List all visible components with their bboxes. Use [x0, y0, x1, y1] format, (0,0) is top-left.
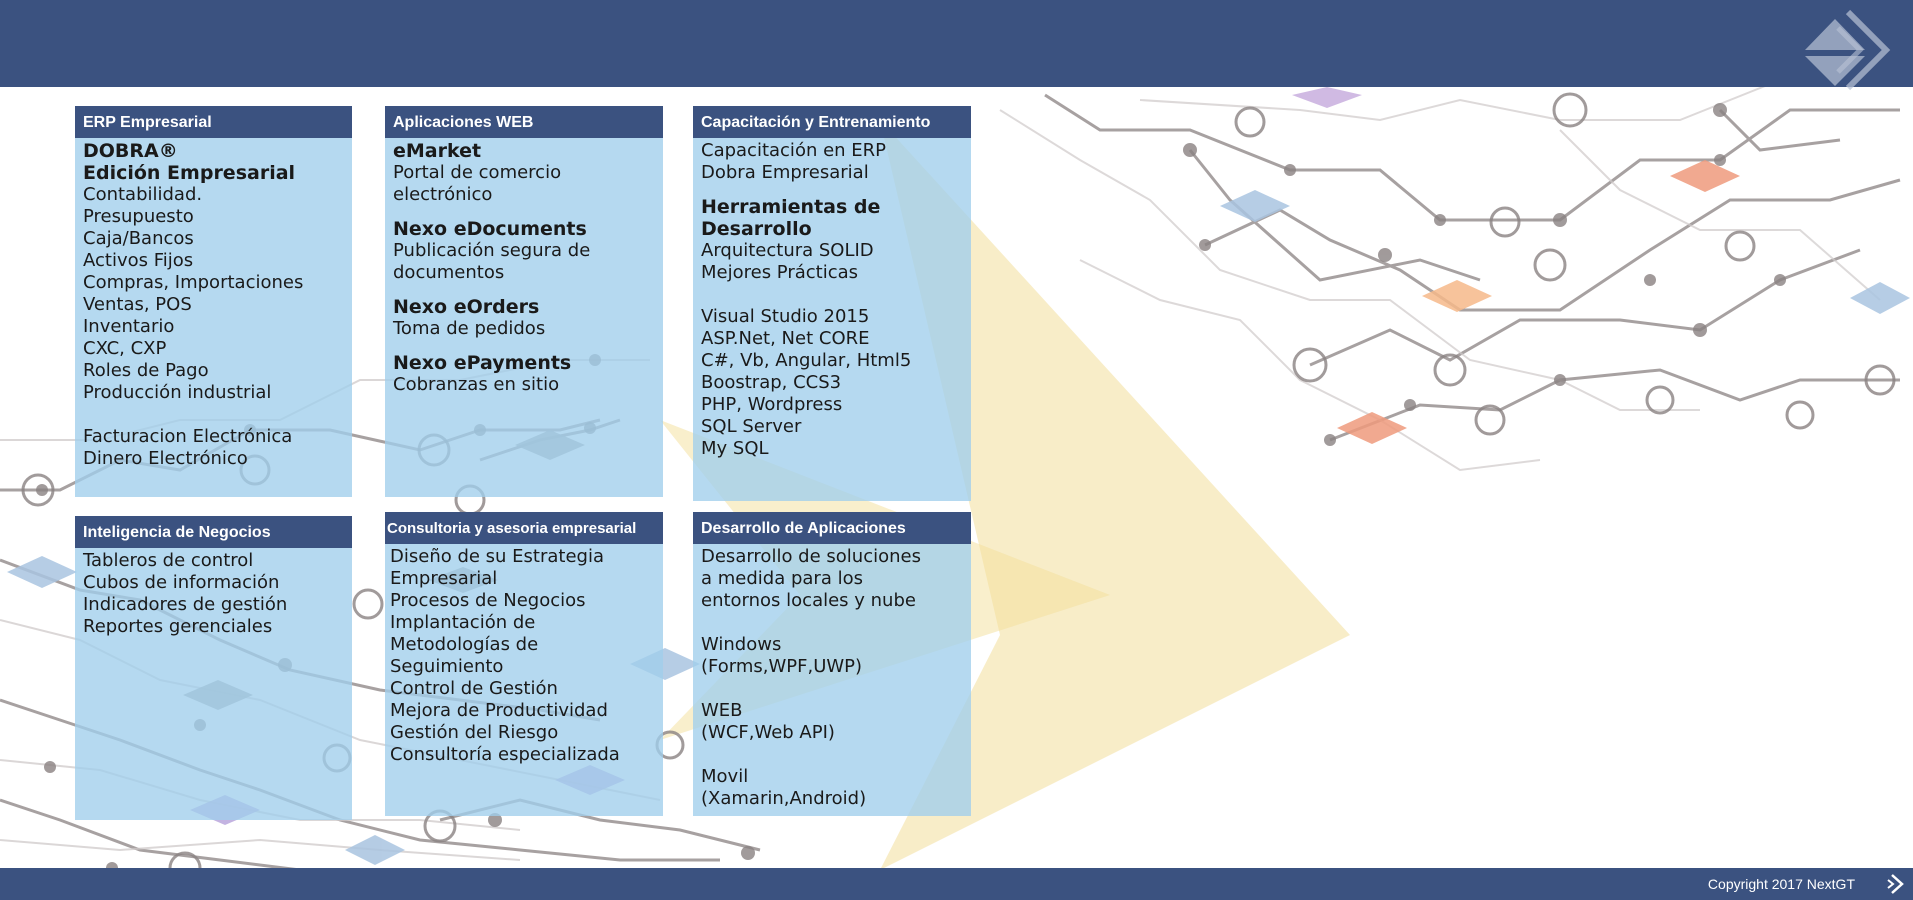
- training-line: PHP, Wordpress: [701, 394, 843, 415]
- training-line: Mejores Prácticas: [701, 262, 859, 283]
- dev-line: WEB: [701, 700, 743, 721]
- dev-line: (WCF,Web API): [701, 722, 835, 743]
- header-bar: [0, 0, 1913, 87]
- diamond-red: [1337, 412, 1407, 444]
- training-line: C#, Vb, Angular, Html5: [701, 350, 912, 371]
- diamond-blue-left: [7, 556, 77, 588]
- dev-line: (Xamarin,Android): [701, 788, 867, 809]
- panel-consulting: Consultoria y asesoria empresarial Diseñ…: [385, 512, 663, 816]
- yellow-chevron-large: [880, 120, 1350, 870]
- training-line: ASP.Net, Net CORE: [701, 328, 870, 349]
- consulting-line: Gestión del Riesgo: [390, 722, 559, 743]
- dev-line: Windows: [701, 634, 782, 655]
- training-line: Visual Studio 2015: [701, 306, 870, 327]
- web-line: documentos: [393, 262, 505, 283]
- consulting-line: Diseño de su Estrategia: [390, 546, 605, 567]
- erp-line: DOBRA®: [83, 140, 178, 162]
- web-line: Cobranzas en sitio: [393, 374, 560, 395]
- dev-line: (Forms,WPF,UWP): [701, 656, 863, 677]
- panel-title-dev: Desarrollo de Aplicaciones: [693, 512, 971, 544]
- consulting-line: Control de Gestión: [390, 678, 558, 699]
- training-line: Dobra Empresarial: [701, 162, 869, 183]
- diamond-orange-light: [1422, 280, 1492, 312]
- panel-bi: Inteligencia de Negocios Tableros de con…: [75, 516, 352, 820]
- bi-line: Indicadores de gestión: [83, 594, 288, 615]
- diamond-blue-low: [345, 835, 405, 865]
- panel-web: Aplicaciones WEB eMarket Portal de comer…: [385, 106, 663, 497]
- erp-line: Roles de Pago: [83, 360, 209, 381]
- diamond-blue-right: [1850, 282, 1910, 314]
- panel-dev: Desarrollo de Aplicaciones Desarrollo de…: [693, 512, 971, 816]
- diamond-blue: [1220, 190, 1290, 222]
- panel-title-web: Aplicaciones WEB: [385, 106, 663, 138]
- training-line: Desarrollo: [701, 218, 812, 240]
- dev-line: Desarrollo de soluciones: [701, 546, 921, 567]
- consulting-line: Consultoría especializada: [390, 744, 620, 765]
- panel-title-erp: ERP Empresarial: [75, 106, 352, 138]
- diamond-orange: [1670, 160, 1740, 192]
- web-line: Nexo eOrders: [393, 296, 540, 318]
- erp-line: Ventas, POS: [83, 294, 192, 315]
- diamond-purple: [1292, 87, 1362, 108]
- consulting-line: Metodologías de: [390, 634, 539, 655]
- erp-line: Facturacion Electrónica: [83, 426, 293, 447]
- panel-title-consulting: Consultoria y asesoria empresarial: [385, 512, 663, 544]
- web-line: eMarket: [393, 140, 482, 162]
- erp-line: Inventario: [83, 316, 175, 337]
- erp-line: Compras, Importaciones: [83, 272, 304, 293]
- erp-line: Contabilidad.: [83, 184, 203, 205]
- training-line: Arquitectura SOLID: [701, 240, 874, 261]
- consulting-line: Seguimiento: [390, 656, 504, 677]
- web-line: Toma de pedidos: [393, 318, 546, 339]
- panel-title-training: Capacitación y Entrenamiento: [693, 106, 971, 138]
- consulting-line: Implantación de: [390, 612, 536, 633]
- training-line: Capacitación en ERP: [701, 140, 887, 161]
- training-line: My SQL: [701, 438, 769, 459]
- erp-line: Edición Empresarial: [83, 162, 296, 184]
- consulting-line: Procesos de Negocios: [390, 590, 586, 611]
- erp-line: CXC, CXP: [83, 338, 167, 359]
- erp-line: Activos Fijos: [83, 250, 194, 271]
- training-line: SQL Server: [701, 416, 802, 437]
- footer-bar: [0, 868, 1913, 900]
- bi-line: Tableros de control: [83, 550, 254, 571]
- consulting-line: Empresarial: [390, 568, 498, 589]
- erp-line: Producción industrial: [83, 382, 272, 403]
- panel-title-bi: Inteligencia de Negocios: [75, 516, 352, 548]
- panel-erp: ERP Empresarial DOBRA® Edición Empresari…: [75, 106, 352, 497]
- web-line: Publicación segura de: [393, 240, 591, 261]
- web-line: Nexo ePayments: [393, 352, 572, 374]
- dev-line: Movil: [701, 766, 749, 787]
- dev-line: a medida para los: [701, 568, 863, 589]
- bi-line: Reportes gerenciales: [83, 616, 273, 637]
- panel-training: Capacitación y Entrenamiento Capacitació…: [693, 106, 971, 501]
- erp-line: Presupuesto: [83, 206, 194, 227]
- web-line: Nexo eDocuments: [393, 218, 587, 240]
- erp-line: Caja/Bancos: [83, 228, 194, 249]
- nextgt-arrow-logo-icon: [1805, 9, 1891, 91]
- erp-line: Dinero Electrónico: [83, 448, 248, 469]
- training-line: Boostrap, CCS3: [701, 372, 842, 393]
- dev-line: entornos locales y nube: [701, 590, 916, 611]
- nextgt-arrow-small-icon: [1887, 874, 1904, 894]
- training-line: Herramientas de: [701, 196, 881, 218]
- copyright-text: Copyright 2017 NextGT: [1707, 876, 1855, 892]
- web-line: Portal de comercio: [393, 162, 562, 183]
- consulting-line: Mejora de Productividad: [390, 700, 608, 721]
- bi-line: Cubos de información: [83, 572, 280, 593]
- web-line: electrónico: [393, 184, 493, 205]
